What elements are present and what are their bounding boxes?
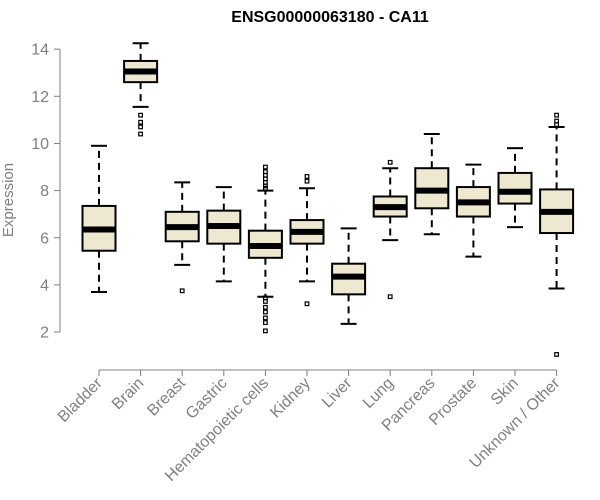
y-tick-label: 10 [31,136,49,153]
box-group [372,159,408,300]
outlier-point [304,174,310,179]
x-tick-label: Kidney [267,375,314,422]
box-group [164,181,200,294]
x-tick-label: Brain [109,375,147,413]
outlier-point [304,301,310,307]
outlier-point [554,122,559,127]
y-tick-label: 6 [40,230,49,247]
box-group [81,144,117,293]
outlier-point [263,320,268,326]
box-group [331,227,367,325]
y-axis-label: Expression [0,163,17,237]
box-group [123,42,159,137]
x-tick-label: Bladder [55,374,106,425]
outlier-point [263,299,268,304]
chart-title: ENSG00000063180 - CA11 [231,9,429,26]
outlier-point [387,159,393,165]
outlier-point [554,112,559,118]
outlier-point [138,112,144,118]
outlier-point [138,119,144,125]
outlier-point [138,124,144,130]
x-tick-label: Breast [144,374,189,419]
outlier-point [304,178,310,184]
y-tick-label: 2 [40,325,49,342]
outlier-point [554,352,559,357]
outlier-point [263,164,268,170]
box-group [414,133,450,236]
outlier-point [263,315,268,321]
x-tick-label: Lung [360,375,397,412]
y-tick-label: 8 [40,183,49,200]
box-group [247,164,283,334]
box-group [539,112,575,357]
outlier-point [387,294,393,300]
box-group [206,186,242,283]
x-tick-label: Liver [319,374,356,411]
y-axis: 2 4 6 8 10 12 14 [31,42,61,342]
outlier-point [179,288,185,294]
box-group [455,163,491,258]
iqr-box [497,171,533,205]
outlier-point [263,304,268,310]
box-group [497,147,533,229]
outlier-point [263,309,268,315]
y-tick-label: 12 [31,89,49,106]
outlier-point [263,185,268,191]
outlier-point [138,131,144,137]
x-tick-label: Skin [488,375,522,409]
outlier-point [263,328,268,334]
box-group [289,174,325,307]
plot-area [81,42,575,357]
y-tick-label: 14 [31,42,49,59]
y-tick-label: 4 [40,277,49,294]
